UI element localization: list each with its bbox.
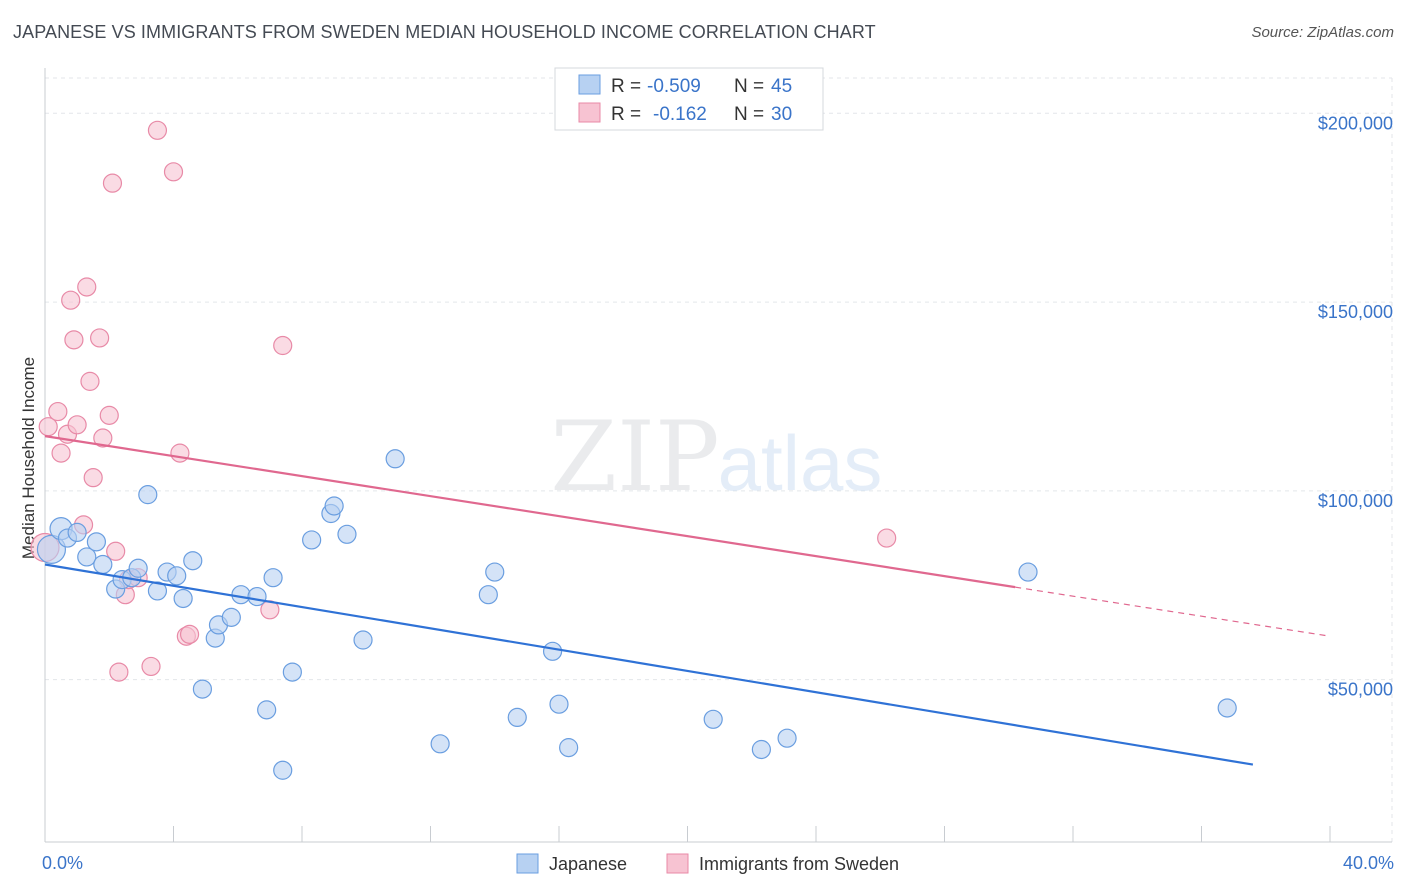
point-sweden-5: [61, 290, 81, 310]
point-japanese-22: [247, 586, 267, 607]
point-japanese-31: [353, 630, 373, 650]
point-sweden-10: [80, 371, 100, 391]
point-japanese-41: [751, 739, 771, 760]
stats-swatch-japanese: [578, 74, 601, 95]
point-japanese-30: [337, 524, 357, 544]
stats-r-value-1: -0.509: [647, 76, 701, 97]
stats-box: R = -0.509 N = 45 R = -0.162 N = 30: [554, 67, 824, 131]
point-japanese-12: [147, 581, 168, 601]
point-japanese-34: [478, 585, 498, 605]
point-japanese-10: [128, 558, 148, 578]
stats-r-label-1: R =: [611, 76, 641, 97]
chart-title: JAPANESE VS IMMIGRANTS FROM SWEDEN MEDIA…: [13, 22, 876, 42]
point-japanese-44: [1217, 698, 1237, 718]
point-sweden-28: [273, 335, 293, 356]
point-sweden-16: [106, 541, 126, 561]
point-japanese-17: [192, 679, 213, 699]
y-tick-label-3: $200,000: [1318, 113, 1393, 133]
stats-n-label-1: N =: [734, 76, 764, 97]
point-japanese-24: [263, 568, 283, 588]
legend-swatch-japanese: [516, 853, 539, 874]
point-sweden-3: [51, 443, 71, 463]
point-japanese-38: [549, 694, 569, 714]
scatter-points: [30, 120, 1237, 780]
legend-swatch-sweden: [666, 853, 689, 874]
trend-line-japanese: [44, 563, 1254, 766]
stats-n-value-1: 45: [771, 76, 792, 97]
point-japanese-40: [703, 709, 723, 729]
point-sweden-6: [64, 330, 84, 350]
trend-lines: [44, 435, 1331, 766]
point-japanese-0: [36, 534, 67, 564]
point-japanese-42: [777, 728, 797, 748]
point-japanese-25: [273, 760, 293, 780]
point-japanese-20: [221, 607, 241, 627]
watermark: ZIP atlas: [550, 401, 882, 513]
x-tick-labels: 0.0% 40.0%: [42, 853, 1394, 873]
point-japanese-14: [167, 566, 187, 586]
point-japanese-5: [86, 532, 107, 552]
point-japanese-4: [77, 547, 97, 567]
legend: Japanese Immigrants from Sweden: [516, 853, 899, 874]
x-tick-label-0: 0.0%: [42, 853, 83, 873]
point-sweden-9: [77, 277, 97, 297]
point-japanese-39: [559, 738, 579, 758]
stats-n-value-2: 30: [771, 104, 792, 125]
stats-swatch-sweden: [578, 102, 601, 123]
y-tick-label-1: $100,000: [1318, 491, 1393, 511]
y-tick-label-2: $150,000: [1318, 302, 1393, 322]
point-sweden-2: [48, 401, 68, 422]
y-axis-label: Median Household Income: [19, 357, 38, 559]
point-japanese-21: [231, 585, 251, 605]
trend-line-sweden-extension: [1015, 586, 1331, 637]
point-japanese-6: [93, 554, 113, 575]
point-sweden-23: [163, 162, 184, 182]
point-japanese-35: [485, 562, 505, 582]
point-sweden-14: [99, 405, 119, 425]
source-credit: Source: ZipAtlas.com: [1251, 24, 1394, 41]
point-sweden-24: [170, 443, 190, 463]
legend-label-japanese: Japanese: [549, 854, 627, 874]
y-tick-label-0: $50,000: [1328, 680, 1393, 700]
point-japanese-33: [430, 734, 450, 754]
x-tick-label-1: 40.0%: [1343, 853, 1394, 873]
point-japanese-43: [1018, 562, 1038, 582]
point-sweden-17: [109, 662, 129, 682]
watermark-zip: ZIP: [550, 401, 719, 513]
point-japanese-26: [282, 662, 302, 682]
point-sweden-7: [67, 415, 87, 435]
watermark-atlas: atlas: [718, 419, 883, 507]
legend-label-sweden: Immigrants from Sweden: [699, 854, 899, 874]
axes: [44, 68, 1392, 843]
point-sweden-29: [877, 528, 897, 548]
point-japanese-27: [302, 530, 322, 550]
point-japanese-23: [257, 700, 277, 720]
point-japanese-16: [183, 551, 203, 571]
point-sweden-21: [141, 656, 161, 677]
stats-r-label-2: R =: [611, 104, 641, 125]
point-japanese-29: [324, 496, 344, 516]
point-japanese-15: [173, 588, 193, 609]
point-japanese-36: [507, 707, 527, 728]
point-japanese-37: [542, 641, 563, 661]
trend-line-sweden: [44, 435, 1016, 589]
point-japanese-3: [67, 522, 87, 543]
point-sweden-22: [147, 120, 168, 140]
point-sweden-13: [93, 428, 113, 448]
y-tick-labels: $50,000 $100,000 $150,000 $200,000: [1318, 113, 1393, 699]
point-sweden-11: [83, 468, 103, 488]
point-sweden-26: [179, 624, 200, 644]
point-japanese-32: [385, 449, 405, 469]
stats-n-label-2: N =: [734, 104, 764, 125]
point-sweden-12: [90, 328, 110, 348]
point-japanese-11: [138, 485, 158, 505]
stats-r-value-2: -0.162: [653, 104, 707, 125]
point-sweden-15: [102, 173, 123, 193]
